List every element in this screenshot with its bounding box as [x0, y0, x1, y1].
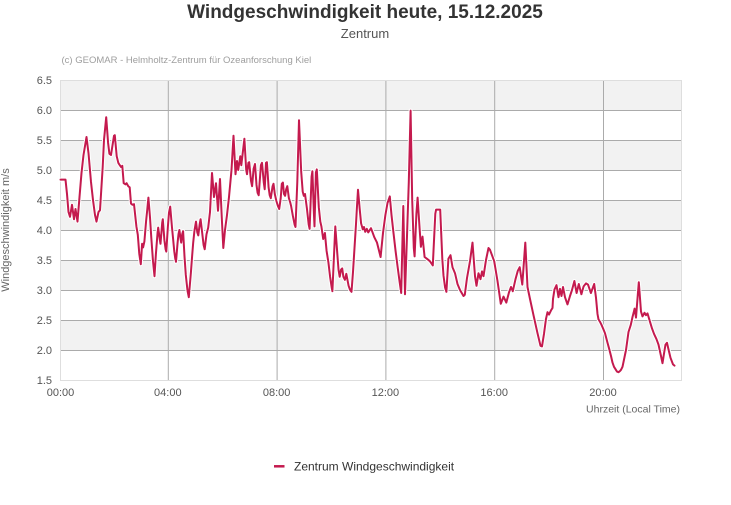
- svg-text:00:00: 00:00: [47, 387, 75, 399]
- svg-text:Windgeschwindigkeit heute, 15.: Windgeschwindigkeit heute, 15.12.2025: [187, 2, 543, 23]
- svg-text:16:00: 16:00: [480, 387, 508, 399]
- svg-text:Uhrzeit (Local Time): Uhrzeit (Local Time): [586, 404, 680, 416]
- svg-text:08:00: 08:00: [263, 387, 291, 399]
- svg-text:12:00: 12:00: [372, 387, 400, 399]
- svg-text:6.0: 6.0: [37, 105, 52, 117]
- svg-text:4.0: 4.0: [37, 225, 52, 237]
- svg-text:5.5: 5.5: [37, 135, 52, 147]
- svg-text:2.5: 2.5: [37, 315, 52, 327]
- svg-text:Windgeschwindigkeit m/s: Windgeschwindigkeit m/s: [0, 168, 12, 292]
- svg-text:3.5: 3.5: [37, 255, 52, 267]
- svg-text:4.5: 4.5: [37, 195, 52, 207]
- svg-text:6.5: 6.5: [37, 75, 52, 87]
- svg-text:20:00: 20:00: [589, 387, 617, 399]
- svg-text:Zentrum Windgeschwindigkeit: Zentrum Windgeschwindigkeit: [294, 460, 455, 474]
- svg-text:2.0: 2.0: [37, 345, 52, 357]
- svg-text:5.0: 5.0: [37, 165, 52, 177]
- svg-text:(c) GEOMAR - Helmholtz-Zentrum: (c) GEOMAR - Helmholtz-Zentrum für Ozean…: [62, 55, 312, 66]
- svg-text:Zentrum: Zentrum: [341, 26, 389, 41]
- svg-text:3.0: 3.0: [37, 285, 52, 297]
- svg-text:04:00: 04:00: [154, 387, 182, 399]
- svg-text:1.5: 1.5: [37, 375, 52, 387]
